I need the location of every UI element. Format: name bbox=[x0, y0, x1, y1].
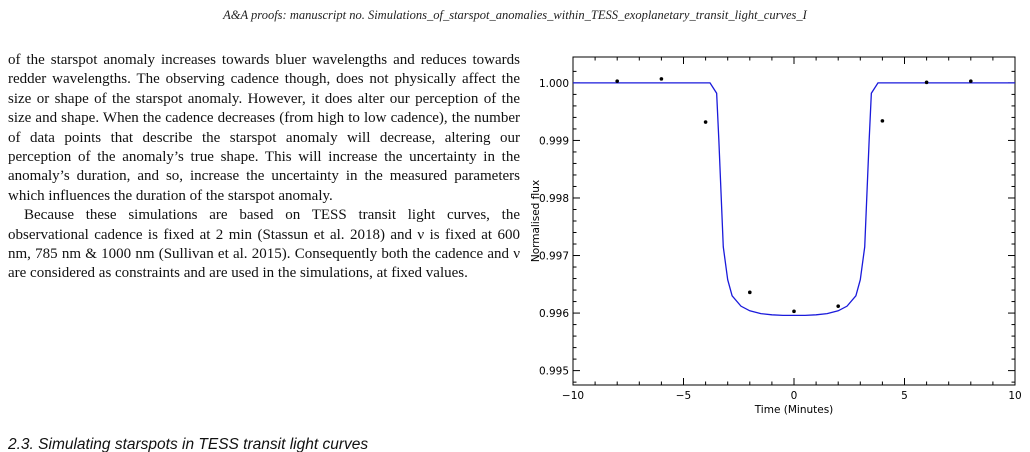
x-tick-label: 0 bbox=[791, 390, 798, 402]
y-tick-label: 0.998 bbox=[539, 193, 569, 205]
y-tick-label: 0.995 bbox=[539, 366, 569, 378]
data-point bbox=[969, 79, 973, 83]
x-axis-title: Time (Minutes) bbox=[754, 404, 834, 416]
y-tick-label: 0.997 bbox=[539, 251, 569, 263]
data-point bbox=[615, 79, 619, 83]
model-transit-line bbox=[573, 82, 1015, 317]
y-tick-label: 0.996 bbox=[539, 308, 569, 320]
paragraph-2: Because these simulations are based on T… bbox=[8, 207, 520, 282]
y-tick-label: 1.000 bbox=[539, 78, 569, 90]
data-point bbox=[836, 304, 840, 308]
section-heading: 2.3. Simulating starspots in TESS transi… bbox=[8, 436, 369, 452]
y-tick-label: 0.999 bbox=[539, 135, 569, 147]
plot-frame bbox=[572, 56, 1016, 386]
data-point bbox=[880, 119, 885, 123]
data-point bbox=[748, 290, 752, 295]
data-point bbox=[792, 309, 796, 314]
y-axis-title: Normalised flux bbox=[530, 180, 542, 262]
x-tick-label: 10 bbox=[1008, 390, 1021, 402]
data-point bbox=[924, 80, 929, 85]
paragraph-1: of the starspot anomaly increases toward… bbox=[8, 52, 520, 204]
data-point bbox=[703, 120, 708, 124]
x-tick-label: −5 bbox=[676, 390, 691, 402]
body-text-column: of the starspot anomaly increases toward… bbox=[8, 51, 520, 284]
data-point bbox=[659, 77, 664, 81]
light-curve-chart: −10 −5 0 5 10 0.995 0.996 0.997 0.998 0.999 1.000 T… bbox=[530, 56, 1022, 416]
x-tick-label: 5 bbox=[901, 390, 908, 402]
running-head: A&A proofs: manuscript no. Simulations_o… bbox=[223, 8, 807, 22]
light-curve-figure: −10 −5 0 5 10 0.995 0.996 0.997 0.998 0.999 1.000 T… bbox=[525, 48, 1030, 452]
x-tick-label: −10 bbox=[562, 390, 584, 402]
